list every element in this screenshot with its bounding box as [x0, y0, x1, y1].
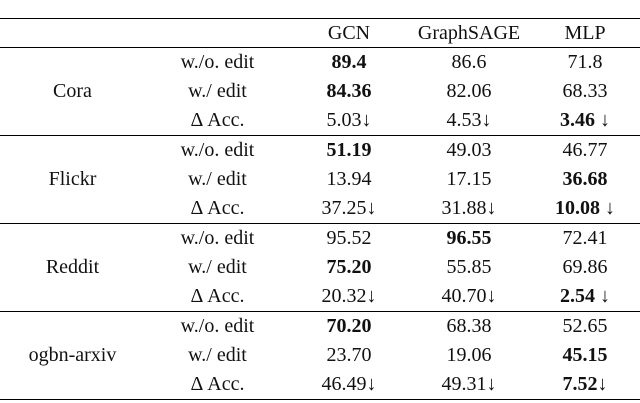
- value-cell: 68.38: [446, 315, 492, 337]
- setting-label: w./o. edit: [180, 139, 255, 161]
- table-header: GCN GraphSAGE MLP: [0, 18, 640, 48]
- table-row: w./ edit 13.94 17.15 36.68: [0, 165, 640, 194]
- empty-header: [145, 19, 290, 48]
- value-cell: 84.36: [326, 80, 372, 102]
- value-cell: 2.54 ↓: [560, 285, 610, 307]
- empty-header: [0, 19, 145, 48]
- value-cell: 13.94: [326, 168, 372, 190]
- dataset-name: Flickr: [48, 168, 97, 190]
- value-cell: 10.08 ↓: [555, 197, 615, 219]
- value-cell: 75.20: [326, 256, 372, 278]
- results-table: GCN GraphSAGE MLP Cora w./o. edit 89.4 86.6…: [0, 18, 640, 400]
- value-cell: 45.15: [562, 344, 608, 366]
- value-cell: 49.31↓: [441, 373, 497, 395]
- setting-label: Δ Acc.: [190, 109, 245, 131]
- value-cell: 31.88↓: [441, 197, 497, 219]
- value-cell: 51.19: [326, 139, 372, 161]
- setting-label: w./ edit: [188, 80, 247, 102]
- dataset-group: Reddit w./o. edit 95.52 96.55 72.41 w./ edit 7…: [0, 224, 640, 312]
- table-row: w./ edit 23.70 19.06 45.15: [0, 341, 640, 370]
- value-cell: 89.4: [331, 51, 367, 73]
- value-cell: 46.77: [562, 139, 608, 161]
- value-cell: 3.46 ↓: [560, 109, 610, 131]
- value-cell: 23.70: [326, 344, 372, 366]
- table-row: ogbn-arxiv w./o. edit 70.20 68.38 52.65: [0, 312, 640, 366]
- value-cell: 71.8: [567, 51, 603, 73]
- setting-label: w./o. edit: [180, 315, 255, 337]
- setting-label: w./ edit: [188, 168, 247, 190]
- dataset-name: ogbn-arxiv: [28, 344, 117, 366]
- value-cell: 19.06: [446, 344, 492, 366]
- value-cell: 37.25↓: [321, 197, 377, 219]
- table-row: Cora w./o. edit 89.4 86.6 71.8: [0, 48, 640, 102]
- value-cell: 46.49↓: [321, 373, 377, 395]
- table-row: Δ Acc. 46.49↓ 49.31↓ 7.52↓: [0, 370, 640, 400]
- column-header: GraphSAGE: [417, 21, 521, 44]
- value-cell: 68.33: [562, 80, 608, 102]
- table-row: w./ edit 84.36 82.06 68.33: [0, 77, 640, 106]
- value-cell: 36.68: [562, 168, 608, 190]
- value-cell: 70.20: [326, 315, 372, 337]
- setting-label: w./ edit: [188, 344, 247, 366]
- table-row: w./ edit 75.20 55.85 69.86: [0, 253, 640, 282]
- dataset-group: ogbn-arxiv w./o. edit 70.20 68.38 52.65 w./ e…: [0, 312, 640, 400]
- setting-label: Δ Acc.: [190, 197, 245, 219]
- setting-label: w./ edit: [188, 256, 247, 278]
- table-row: Δ Acc. 37.25↓ 31.88↓ 10.08 ↓: [0, 194, 640, 224]
- table-row: Flickr w./o. edit 51.19 49.03 46.77: [0, 136, 640, 190]
- column-header: GCN: [327, 21, 371, 44]
- value-cell: 72.41: [562, 227, 608, 249]
- dataset-name: Cora: [53, 80, 92, 102]
- value-cell: 55.85: [446, 256, 492, 278]
- dataset-name: Reddit: [45, 256, 100, 278]
- dataset-group: Cora w./o. edit 89.4 86.6 71.8 w./ edit 84.36 8…: [0, 48, 640, 136]
- value-cell: 4.53↓: [446, 109, 492, 131]
- table-row: Δ Acc. 20.32↓ 40.70↓ 2.54 ↓: [0, 282, 640, 312]
- value-cell: 86.6: [451, 51, 487, 73]
- value-cell: 95.52: [326, 227, 372, 249]
- setting-label: Δ Acc.: [190, 373, 245, 395]
- value-cell: 17.15: [446, 168, 492, 190]
- table-row: Reddit w./o. edit 95.52 96.55 72.41: [0, 224, 640, 278]
- value-cell: 52.65: [562, 315, 608, 337]
- setting-label: Δ Acc.: [190, 285, 245, 307]
- value-cell: 7.52↓: [562, 373, 608, 395]
- value-cell: 82.06: [446, 80, 492, 102]
- header-row: GCN GraphSAGE MLP: [0, 18, 640, 48]
- value-cell: 96.55: [446, 227, 492, 249]
- table-row: Δ Acc. 5.03↓ 4.53↓ 3.46 ↓: [0, 106, 640, 136]
- dataset-group: Flickr w./o. edit 51.19 49.03 46.77 w./ edit 1…: [0, 136, 640, 224]
- value-cell: 20.32↓: [321, 285, 377, 307]
- setting-label: w./o. edit: [180, 227, 255, 249]
- value-cell: 5.03↓: [326, 109, 372, 131]
- value-cell: 40.70↓: [441, 285, 497, 307]
- value-cell: 49.03: [446, 139, 492, 161]
- setting-label: w./o. edit: [180, 51, 255, 73]
- column-header: MLP: [564, 21, 606, 44]
- value-cell: 69.86: [562, 256, 608, 278]
